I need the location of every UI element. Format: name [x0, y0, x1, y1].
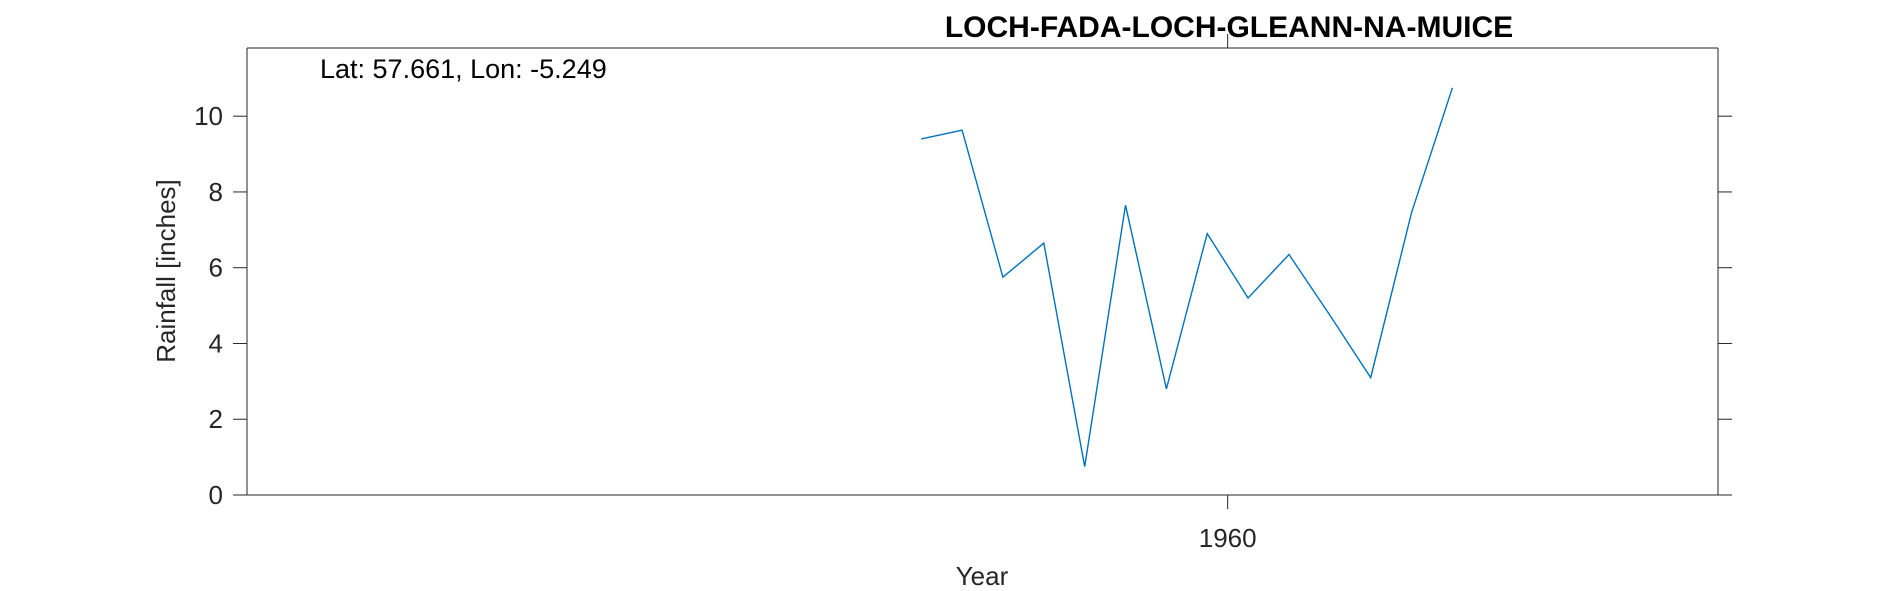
y-tick-label: 4 [209, 328, 223, 358]
series-lines [921, 87, 1454, 467]
y-axis-label: Rainfall [inches] [151, 179, 181, 363]
x-tick-label: 1960 [1199, 523, 1257, 553]
chart-title: LOCH-FADA-LOCH-GLEANN-NA-MUICE [945, 11, 1513, 44]
x-axis-label: Year [956, 561, 1009, 591]
y-tick-label: 0 [209, 480, 223, 510]
ticks: 0 2 4 6 8 10 1960 [194, 34, 1732, 553]
plot-area [246, 47, 1719, 496]
rainfall-series-line [921, 87, 1454, 467]
y-tick-label: 10 [194, 101, 223, 131]
y-tick-label: 6 [209, 253, 223, 283]
y-tick-label: 8 [209, 177, 223, 207]
annotation-latlon: Lat: 57.661, Lon: -5.249 [320, 54, 607, 84]
y-tick-label: 2 [209, 404, 223, 434]
